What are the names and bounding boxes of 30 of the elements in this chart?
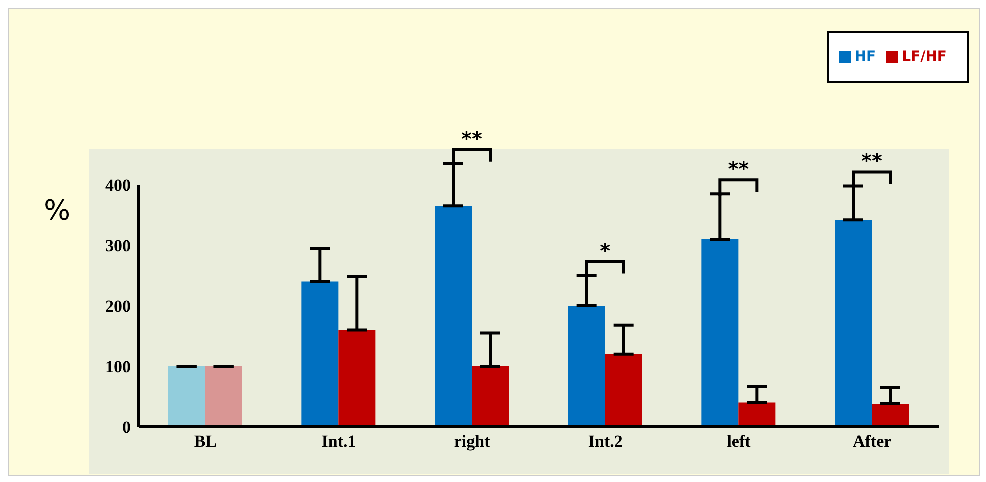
y-tick-label: 400 bbox=[106, 176, 131, 196]
bar bbox=[702, 239, 739, 427]
x-tick-label: BL bbox=[194, 432, 218, 452]
x-tick-label: right bbox=[454, 432, 491, 452]
bar bbox=[568, 306, 606, 427]
bar bbox=[338, 330, 376, 427]
x-tick-label: left bbox=[727, 432, 752, 452]
text: ** bbox=[862, 149, 883, 174]
y-tick-label: 200 bbox=[106, 297, 131, 316]
x-tick-label: Int.2 bbox=[588, 432, 623, 452]
bar bbox=[835, 220, 872, 427]
y-tick-label: 300 bbox=[106, 236, 131, 256]
legend-label: LF/HF bbox=[902, 49, 947, 65]
x-tick-label: After bbox=[852, 432, 892, 452]
bar bbox=[435, 206, 472, 427]
text: ** bbox=[728, 157, 750, 182]
y-tick-label: 100 bbox=[106, 358, 131, 377]
bar bbox=[168, 366, 206, 427]
legend-label: HF bbox=[854, 49, 876, 65]
bar bbox=[302, 282, 339, 427]
y-axis-title: % bbox=[44, 194, 71, 227]
bar bbox=[872, 404, 909, 427]
bar bbox=[605, 354, 642, 427]
x-tick-label: Int.1 bbox=[322, 432, 356, 452]
annotation: * bbox=[600, 238, 612, 263]
text: ** bbox=[462, 126, 483, 151]
bar bbox=[205, 366, 242, 427]
y-tick-label: 0 bbox=[122, 418, 131, 438]
bar bbox=[472, 366, 509, 427]
bar bbox=[738, 402, 776, 427]
